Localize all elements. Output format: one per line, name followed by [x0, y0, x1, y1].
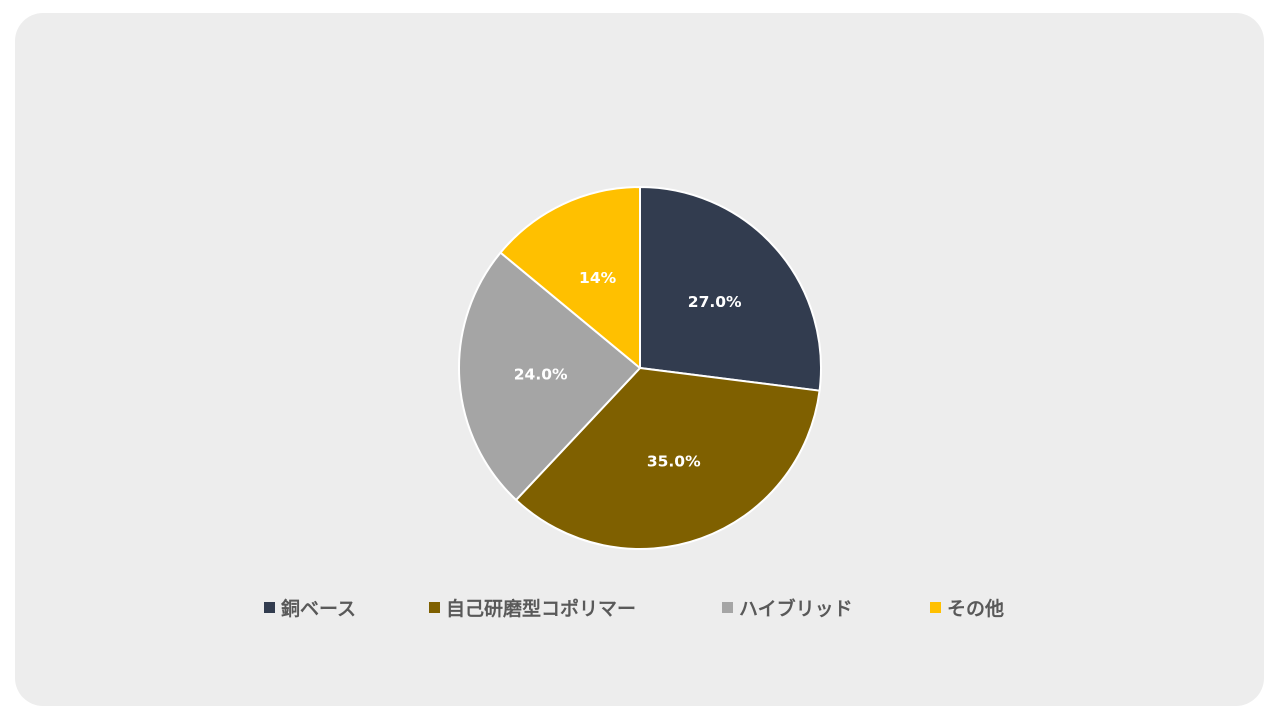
legend-label-self-polishing-copolymer: 自己研磨型コポリマー — [446, 597, 637, 620]
legend-swatch-copper-base — [264, 601, 275, 613]
legend-item-self-polishing-copolymer: 自己研磨型コポリマー — [429, 596, 637, 620]
legend-swatch-hybrid — [722, 601, 733, 613]
pie-slice-hybrid — [458, 251, 641, 501]
pie-slice-other — [499, 186, 641, 369]
pie-slice-copper-base — [639, 186, 822, 392]
data-label-other: 14% — [579, 269, 617, 287]
data-label-self-polishing-copolymer: 35.0% — [647, 453, 701, 471]
legend-swatch-self-polishing-copolymer — [429, 601, 440, 613]
legend-label-hybrid: ハイブリッド — [739, 597, 853, 620]
data-label-hybrid: 24.0% — [514, 365, 568, 383]
data-label-copper-base: 27.0% — [688, 293, 742, 311]
legend-label-other: その他 — [947, 597, 1005, 620]
legend-label-copper-base: 銅ベース — [281, 597, 357, 620]
legend-swatch-other — [930, 601, 941, 613]
pie-slice-self-polishing-copolymer — [515, 367, 821, 550]
legend-item-copper-base: 銅ベース — [264, 596, 357, 620]
legend-item-hybrid: ハイブリッド — [722, 596, 853, 620]
legend-item-other: その他 — [930, 596, 1005, 620]
